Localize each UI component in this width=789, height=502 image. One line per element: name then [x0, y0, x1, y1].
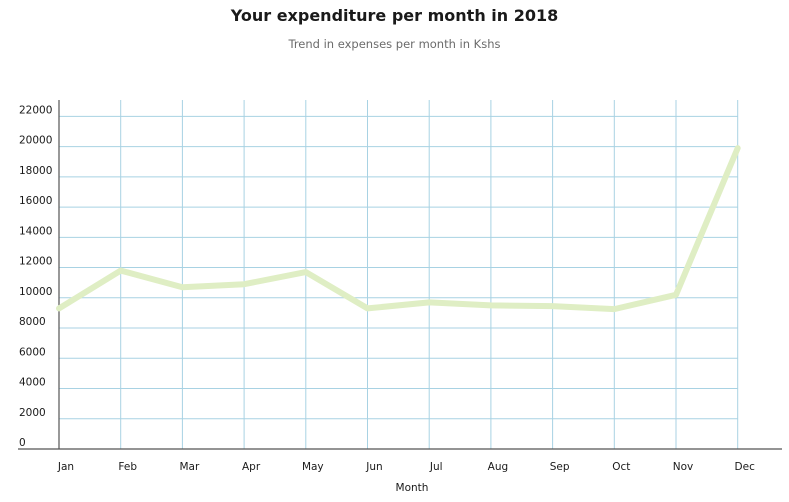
- y-tick-label: 0: [19, 437, 26, 449]
- y-tick-label: 8000: [19, 316, 46, 328]
- y-tick-label: 22000: [19, 104, 52, 116]
- tick-labels: 0 2000 4000 6000 8000 10000 12000 14000 16000 180…: [19, 104, 755, 473]
- y-tick-label: 14000: [19, 225, 52, 237]
- x-tick-label: Aug: [488, 461, 509, 473]
- y-tick-label: 4000: [19, 377, 46, 389]
- series-layer: [56, 145, 741, 313]
- x-tick-label: Oct: [612, 461, 630, 473]
- x-tick-label: Jul: [429, 461, 443, 473]
- y-tick-label: 2000: [19, 407, 46, 419]
- chart-subtitle: Trend in expenses per month in Kshs: [288, 37, 501, 51]
- x-tick-label: Nov: [673, 461, 694, 473]
- x-tick-label: Feb: [118, 461, 137, 473]
- grid: [59, 100, 739, 449]
- y-tick-label: 10000: [19, 286, 52, 298]
- y-tick-label: 12000: [19, 256, 52, 268]
- x-tick-label: Jan: [57, 461, 74, 473]
- chart-title: Your expenditure per month in 2018: [230, 6, 559, 25]
- y-tick-label: 20000: [19, 135, 52, 147]
- x-tick-label: Mar: [179, 461, 199, 473]
- axes: [18, 100, 782, 450]
- y-tick-label: 16000: [19, 195, 52, 207]
- x-tick-label: Dec: [735, 461, 756, 473]
- x-tick-label: Apr: [242, 461, 261, 473]
- x-tick-label: Jun: [365, 461, 382, 473]
- x-tick-label: May: [302, 461, 324, 473]
- y-tick-label: 6000: [19, 346, 46, 358]
- y-tick-label: 18000: [19, 165, 52, 177]
- x-tick-label: Sep: [550, 461, 570, 473]
- series-line: [56, 145, 741, 313]
- x-axis-label: Month: [396, 482, 429, 494]
